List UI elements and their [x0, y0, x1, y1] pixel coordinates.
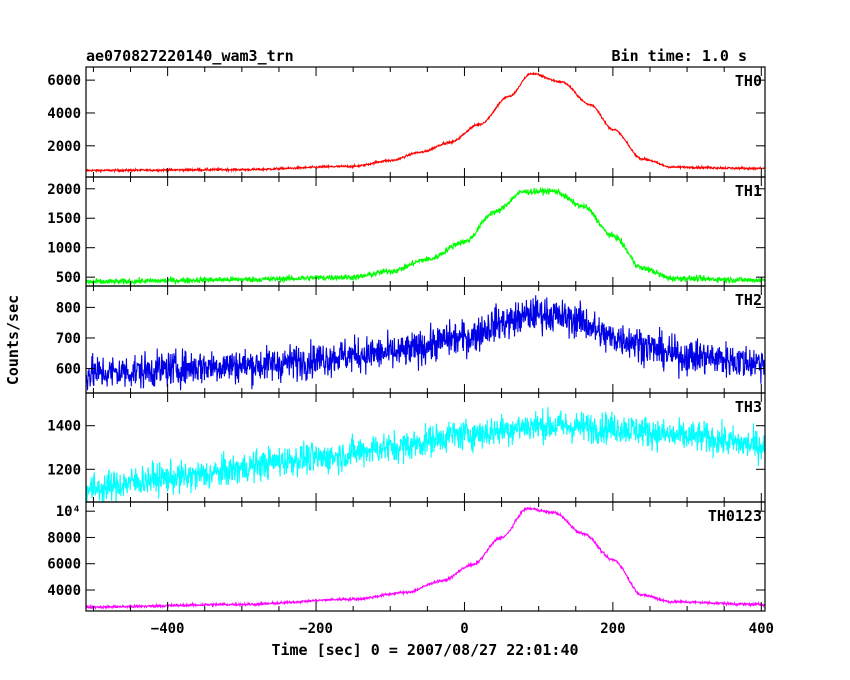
- y-tick-label: 800: [56, 300, 81, 316]
- y-tick-label: 700: [56, 331, 81, 347]
- y-tick-label: 1000: [47, 241, 81, 257]
- x-tick-label: 0: [460, 621, 468, 637]
- y-tick-label: 2000: [47, 182, 81, 198]
- bin-time-label: Bin time: 1.0 s: [612, 47, 747, 65]
- y-tick-label: 2000: [47, 139, 81, 155]
- panel-label-th0: TH0: [735, 72, 762, 90]
- y-tick-label: 600: [56, 362, 81, 378]
- x-tick-label: 400: [749, 621, 774, 637]
- panel-label-th1: TH1: [735, 182, 762, 200]
- y-tick-label: 1200: [47, 462, 81, 478]
- x-tick-label: −400: [151, 621, 185, 637]
- panel-frame: [85, 66, 766, 178]
- y-tick-label: 4000: [47, 583, 81, 599]
- panel-frame: [85, 285, 766, 394]
- series-line-th0123: [86, 505, 765, 611]
- panel-label-th2: TH2: [735, 291, 762, 309]
- y-tick-label: 500: [56, 270, 81, 286]
- x-axis-label: Time [sec] 0 = 2007/08/27 22:01:40: [271, 641, 578, 659]
- series-line-th2: [86, 295, 765, 391]
- y-tick-label: 1500: [47, 211, 81, 227]
- y-tick-label: 10⁴: [56, 504, 81, 520]
- panel-label-th0123: TH0123: [708, 507, 762, 525]
- y-tick-label: 6000: [47, 73, 81, 89]
- series-line-th3: [86, 407, 765, 502]
- y-tick-label: 6000: [47, 557, 81, 573]
- series-line-th0: [86, 71, 765, 174]
- series-line-th1: [86, 186, 765, 286]
- panel-label-th3: TH3: [735, 398, 762, 416]
- x-tick-label: −200: [299, 621, 333, 637]
- panel-frame: [85, 501, 766, 612]
- panel-frame: [85, 176, 766, 287]
- x-tick-label: 200: [600, 621, 625, 637]
- chart-title: ae070827220140_wam3_trn: [86, 47, 294, 65]
- y-tick-label: 8000: [47, 530, 81, 546]
- y-axis-label: Counts/sec: [4, 295, 22, 385]
- y-tick-label: 1400: [47, 419, 81, 435]
- y-tick-label: 4000: [47, 106, 81, 122]
